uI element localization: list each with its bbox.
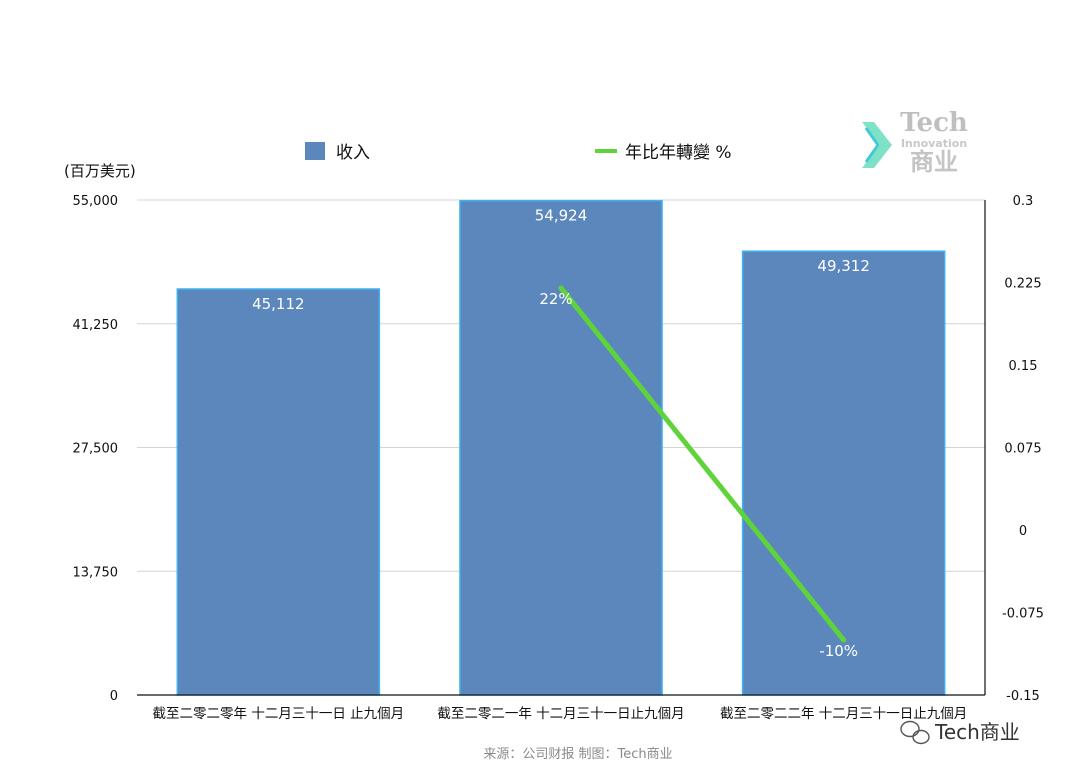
legend: 收入 年比年轉變 % [305, 142, 732, 163]
category-label: 截至二零二一年 十二月三十一日止九個月 [437, 706, 684, 722]
y2-tick-label: 0 [1019, 524, 1027, 539]
revenue-value-label: 45,112 [252, 295, 305, 313]
y2-tick-label: 0.3 [1013, 194, 1034, 209]
y2-axis-ticks: 0.3 0.225 0.15 0.075 0 -0.075 -0.15 [1002, 194, 1044, 704]
bars [176, 199, 946, 696]
yoy-value-label: -10% [819, 642, 858, 660]
revenue-bar [741, 250, 946, 696]
yoy-line-path [558, 285, 847, 643]
yoy-line [558, 285, 847, 643]
data-labels: 45,112 54,924 49,312 22% -10% [252, 207, 870, 660]
wechat-watermark: Tech商业 [900, 720, 1020, 745]
axes [137, 200, 986, 696]
legend-line-label: 年比年轉變 % [625, 143, 732, 163]
revenue-bar [176, 288, 381, 696]
revenue-value-label: 49,312 [817, 257, 870, 275]
y-axis-unit-label: (百万美元) [64, 162, 136, 180]
y-axis-ticks: 55,000 41,250 27,500 13,750 0 [73, 194, 119, 704]
legend-bar-label: 收入 [336, 143, 370, 163]
wechat-icon [900, 720, 930, 745]
y2-tick-label: 0.15 [1009, 359, 1038, 374]
y-tick-label: 0 [110, 689, 118, 704]
y-tick-label: 27,500 [73, 442, 119, 457]
logo-cn-text: 商业 [910, 148, 958, 176]
logo-chevron-icon [862, 122, 892, 168]
logo-innovation-text: Innovation [901, 137, 967, 150]
source-note: 来源：公司财报 制图：Tech商业 [483, 747, 672, 762]
revenue-bar [459, 199, 663, 696]
tech-logo: Tech Innovation 商业 [862, 108, 968, 176]
watermark-text: Tech商业 [934, 720, 1020, 744]
logo-chevron-inner-icon [864, 127, 880, 163]
y2-tick-label: -0.075 [1002, 607, 1044, 622]
y-tick-label: 41,250 [73, 318, 119, 333]
y-tick-label: 13,750 [73, 565, 119, 580]
logo-tech-text: Tech [900, 108, 968, 138]
category-label: 截至二零二二年 十二月三十一日止九個月 [720, 706, 967, 722]
category-label: 截至二零二零年 十二月三十一日 止九個月 [153, 706, 405, 722]
y-tick-label: 55,000 [73, 194, 119, 209]
y2-tick-label: 0.075 [1004, 442, 1041, 457]
yoy-value-label: 22% [539, 290, 572, 308]
category-labels: 截至二零二零年 十二月三十一日 止九個月 截至二零二一年 十二月三十一日止九個月 截… [153, 706, 968, 722]
y2-tick-label: 0.225 [1004, 277, 1041, 292]
revenue-value-label: 54,924 [535, 207, 588, 225]
legend-bar-swatch [305, 142, 325, 160]
y2-tick-label: -0.15 [1006, 689, 1040, 704]
